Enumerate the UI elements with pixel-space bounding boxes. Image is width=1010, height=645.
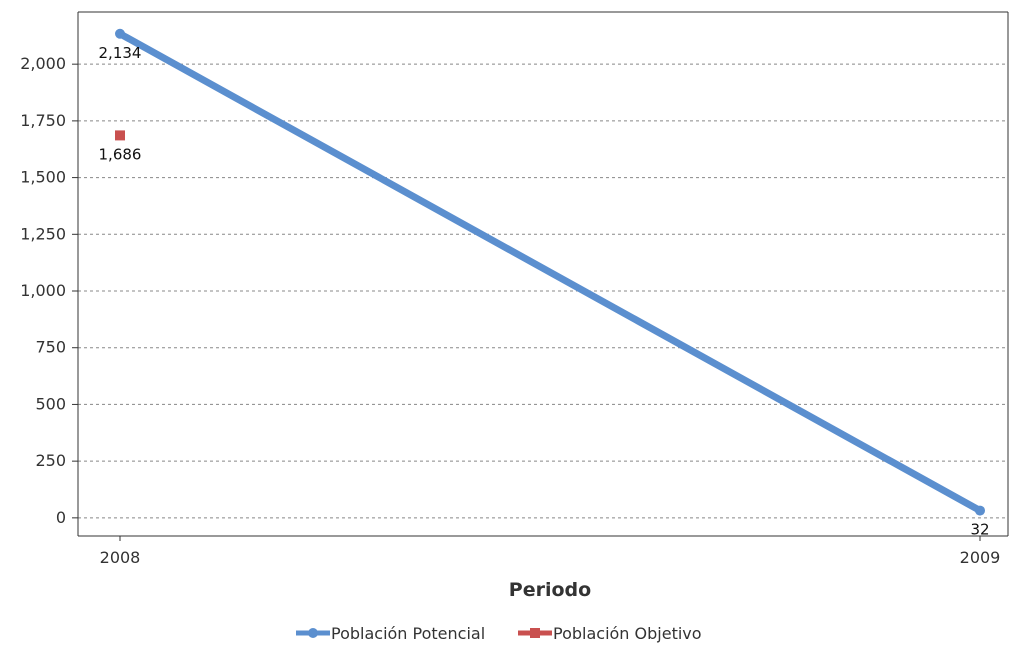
data-label: 2,134 <box>99 44 142 62</box>
data-point <box>115 130 125 141</box>
y-tick-label: 0 <box>56 508 66 527</box>
data-point <box>975 505 985 516</box>
y-tick-label: 250 <box>35 451 66 470</box>
x-tick-label: 2008 <box>100 548 141 567</box>
legend-label: Población Objetivo <box>553 624 702 643</box>
legend-marker <box>530 628 540 638</box>
legend-marker <box>308 628 318 638</box>
y-tick-label: 1,500 <box>20 168 66 187</box>
x-tick-label: 2009 <box>960 548 1001 567</box>
y-tick-label: 500 <box>35 394 66 413</box>
x-axis-title: Periodo <box>509 579 591 601</box>
y-tick-label: 2,000 <box>20 54 66 73</box>
y-tick-label: 1,250 <box>20 224 66 243</box>
y-tick-label: 1,750 <box>20 111 66 130</box>
data-point <box>115 28 125 39</box>
data-label: 1,686 <box>99 145 142 163</box>
legend-label: Población Potencial <box>331 624 485 643</box>
y-tick-label: 1,000 <box>20 281 66 300</box>
series-line <box>116 30 984 515</box>
y-tick-label: 750 <box>35 338 66 357</box>
data-label: 32 <box>970 521 989 539</box>
